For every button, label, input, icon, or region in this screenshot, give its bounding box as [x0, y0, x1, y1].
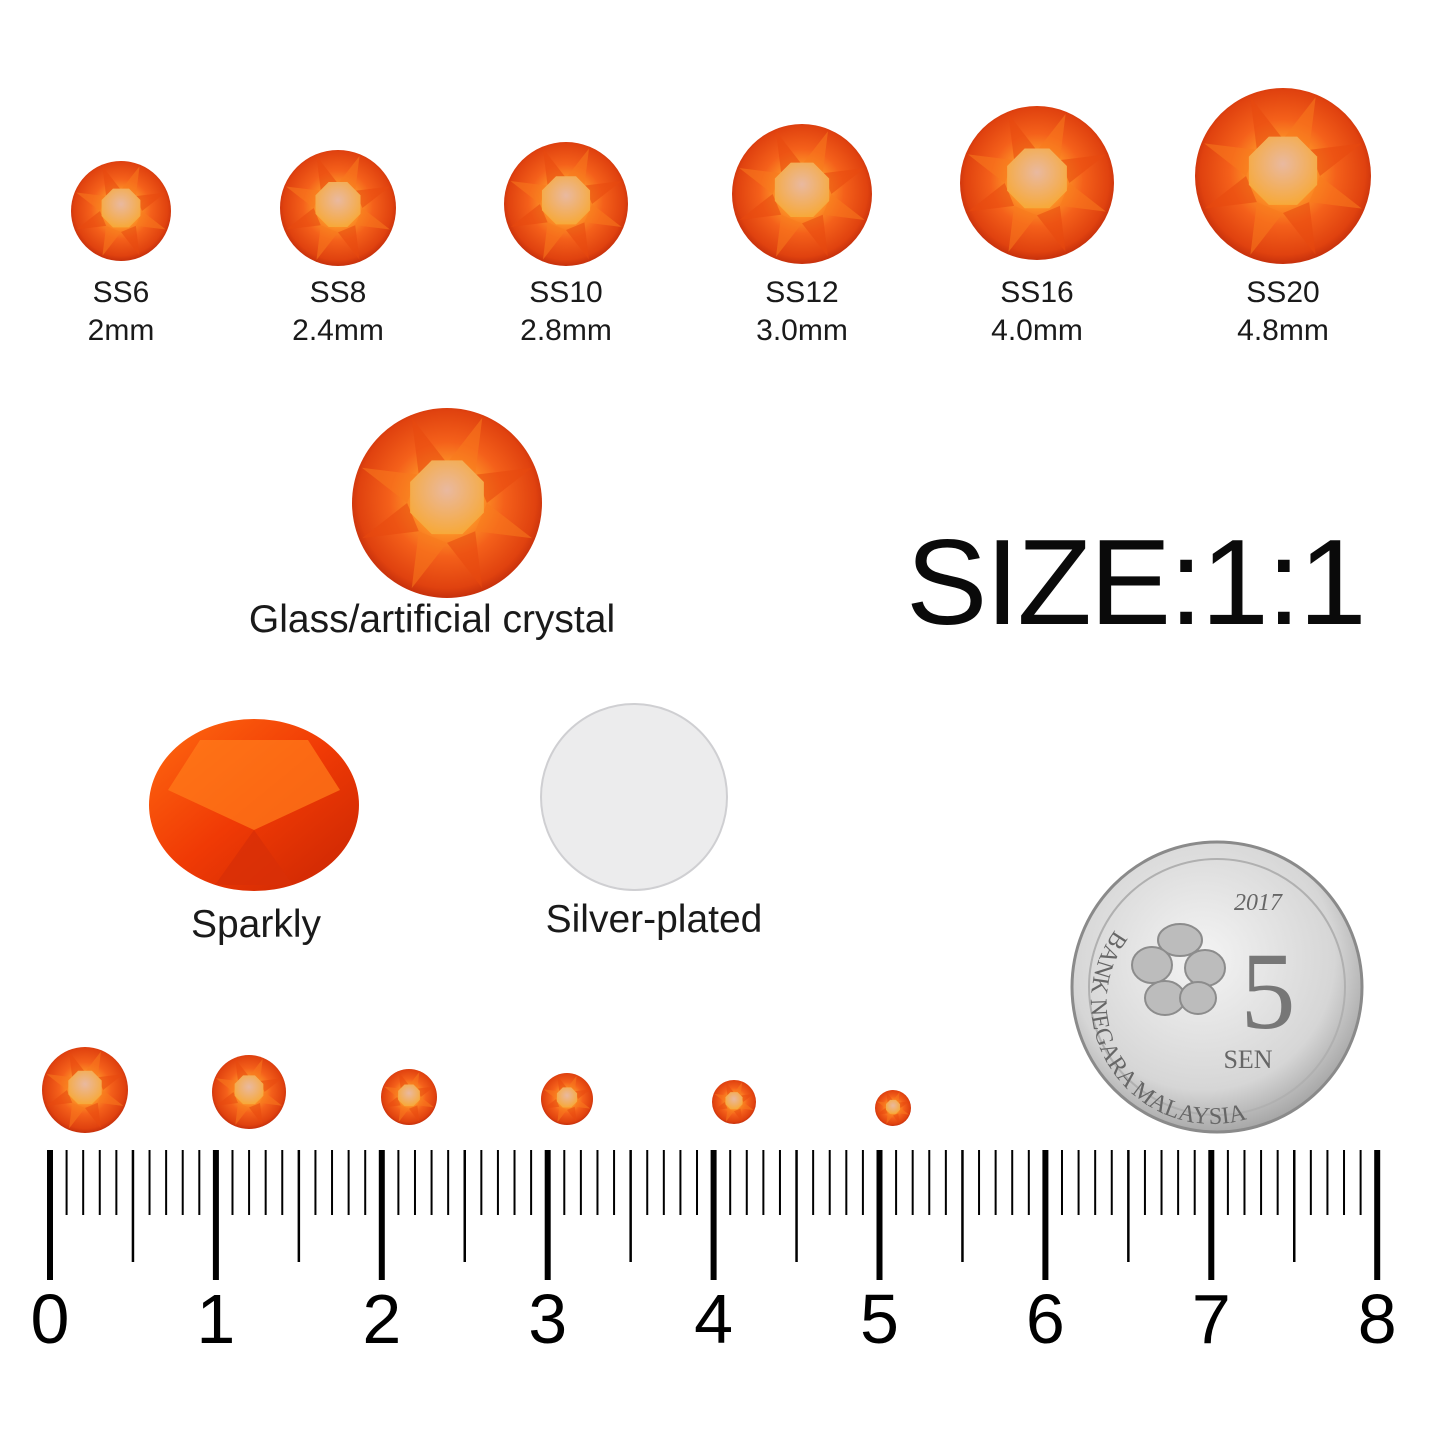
size-label: SS16 4.0mm: [991, 276, 1083, 348]
gem-ss20: [1195, 88, 1371, 264]
size-code: SS10: [529, 276, 603, 309]
ruler-label: 0: [31, 1280, 70, 1358]
size-label: SS12 3.0mm: [756, 276, 848, 348]
size-code: SS8: [309, 276, 367, 309]
sparkly-gem-side-view: [149, 719, 359, 891]
size-label: SS20 4.8mm: [1237, 276, 1329, 348]
size-mm: 4.0mm: [991, 314, 1083, 347]
gem-ss12: [732, 124, 872, 264]
coin-value: 5: [1241, 930, 1296, 1052]
gem-small-ss12: [381, 1069, 437, 1125]
silver-plated-back: [540, 703, 728, 891]
ruler-label: 6: [1026, 1280, 1065, 1358]
gem-ss8: [280, 150, 396, 266]
ruler: 0 1 2 3 4 5 6 7 8: [31, 1150, 1397, 1358]
gem-small-ss8: [712, 1080, 756, 1124]
gem-small-ss10: [541, 1073, 593, 1125]
size-mm: 2.8mm: [520, 314, 612, 347]
ruler-label: 5: [860, 1280, 899, 1358]
size-label: SS6 2mm: [88, 276, 155, 348]
gem-group: [42, 88, 1371, 1133]
gem-ss10: [504, 142, 628, 266]
size-code: SS16: [1000, 276, 1074, 309]
size-mm: 4.8mm: [1237, 314, 1329, 347]
gem-ss6: [71, 161, 171, 261]
silver-plated-label: Silver-plated: [545, 898, 763, 941]
size-label: SS8 2.4mm: [292, 276, 384, 348]
gem-large: [352, 408, 542, 598]
size-code: SS20: [1246, 276, 1320, 309]
coin-unit: SEN: [1223, 1045, 1272, 1074]
material-label: Glass/artificial crystal: [248, 598, 616, 641]
gem-ss16: [960, 106, 1114, 260]
scale-label: SIZE:1:1: [906, 514, 1367, 650]
size-mm: 2.4mm: [292, 314, 384, 347]
size-label: SS10 2.8mm: [520, 276, 612, 348]
size-mm: 3.0mm: [756, 314, 848, 347]
ruler-label: 7: [1192, 1280, 1231, 1358]
ruler-label: 4: [694, 1280, 733, 1358]
size-mm: 2mm: [87, 314, 155, 347]
ruler-label: 2: [362, 1280, 401, 1358]
size-code: SS6: [92, 276, 150, 309]
ruler-label: 3: [528, 1280, 567, 1358]
gem-small-ss16: [212, 1055, 286, 1129]
sparkly-label: Sparkly: [190, 903, 322, 946]
ruler-label: 1: [196, 1280, 235, 1358]
size-code: SS12: [765, 276, 839, 309]
ruler-label: 8: [1358, 1280, 1397, 1358]
gem-small-ss20: [42, 1047, 128, 1133]
gem-small-ss6: [875, 1090, 911, 1126]
coin-year: 2017: [1234, 890, 1283, 916]
coin-5-sen: BANK NEGARA MALAYSIA 2017 5 SEN: [1070, 840, 1364, 1134]
